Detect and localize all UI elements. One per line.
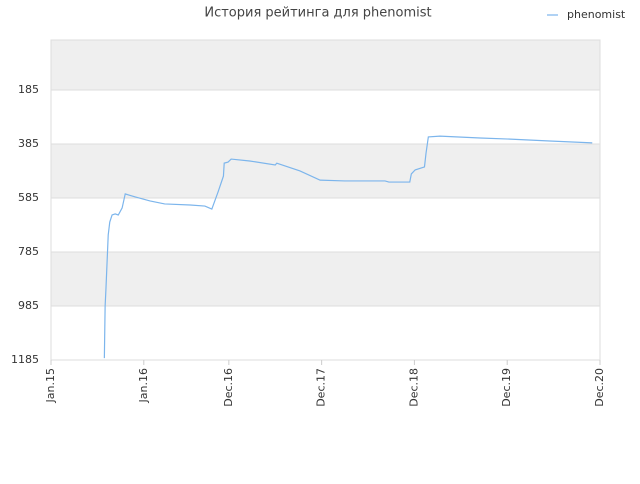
- y-tick-label: 585: [18, 191, 39, 204]
- plot-band: [51, 251, 600, 306]
- y-tick-label: 385: [18, 137, 39, 150]
- plot-band: [51, 197, 600, 252]
- plot-band: [51, 40, 600, 90]
- plot-band: [51, 305, 600, 360]
- plot-band: [51, 143, 600, 198]
- y-tick-label: 1185: [11, 353, 39, 366]
- x-tick-label: Dec.17: [315, 368, 328, 407]
- legend-label: phenomist: [567, 8, 626, 21]
- x-tick-label: Dec.20: [593, 368, 606, 407]
- y-tick-label: 985: [18, 299, 39, 312]
- line-series: [103, 135, 593, 359]
- x-tick-label: Dec.18: [407, 368, 420, 407]
- y-tick-label: 185: [18, 83, 39, 96]
- x-tick-label: Jan.15: [44, 368, 57, 403]
- x-tick-label: Jan.16: [137, 368, 150, 403]
- plot-band: [51, 89, 600, 144]
- x-tick-label: Dec.16: [222, 368, 235, 407]
- chart-title: История рейтинга для phenomist: [204, 6, 431, 21]
- y-tick-label: 785: [18, 245, 39, 258]
- x-tick-label: Dec.19: [500, 368, 513, 407]
